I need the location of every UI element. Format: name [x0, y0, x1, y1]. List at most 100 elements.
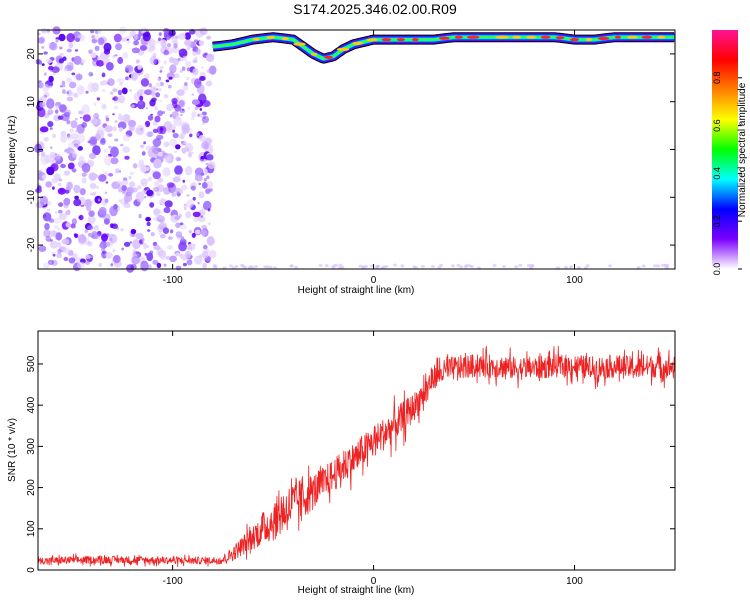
noise-blob: [109, 91, 114, 95]
trace-hotspot: [555, 36, 565, 40]
noise-blob: [137, 185, 142, 190]
noise-blob: [48, 75, 54, 83]
noise-blob: [179, 189, 184, 194]
noise-blob: [186, 199, 194, 209]
noise-blob: [81, 104, 90, 115]
trace-hotspot: [627, 35, 638, 39]
snr-x-ticks: -100 0 100: [163, 331, 583, 587]
noise-blob: [514, 265, 519, 269]
noise-blob: [117, 95, 126, 104]
noise-blob: [77, 146, 83, 151]
noise-blob: [70, 223, 76, 229]
spectrogram-y-ticks: -20 -10 0 10 20: [26, 48, 675, 252]
noise-blob: [58, 202, 64, 208]
noise-blob: [175, 265, 182, 271]
noise-blob: [172, 132, 179, 139]
noise-blob: [111, 223, 118, 229]
noise-blob: [66, 33, 75, 43]
noise-blob: [135, 232, 144, 240]
noise-blob: [66, 135, 73, 141]
noise-blob: [67, 162, 75, 170]
noise-blob: [180, 236, 185, 241]
noise-blob: [197, 201, 200, 205]
noise-blob: [97, 37, 105, 46]
noise-blob: [58, 209, 63, 214]
noise-blob: [563, 265, 568, 269]
noise-blob: [197, 215, 206, 223]
noise-blob: [138, 239, 143, 244]
noise-blob: [90, 117, 98, 125]
noise-blob: [76, 133, 86, 144]
noise-blob: [181, 184, 188, 191]
noise-blob: [66, 181, 73, 190]
noise-blob: [154, 106, 158, 111]
noise-blob: [84, 199, 92, 208]
noise-blob: [198, 182, 201, 186]
noise-blob: [294, 265, 299, 269]
noise-blob: [181, 147, 187, 154]
noise-blob: [92, 145, 101, 156]
noise-blob: [65, 210, 70, 216]
noise-blob: [56, 252, 62, 259]
noise-blob: [175, 222, 181, 229]
noise-blob: [184, 39, 192, 46]
noise-blob: [143, 124, 147, 127]
noise-blob: [38, 245, 47, 252]
noise-blob: [184, 165, 193, 176]
noise-blob: [132, 163, 138, 169]
noise-blob: [187, 245, 193, 251]
noise-blob: [163, 207, 171, 214]
noise-blob: [184, 142, 194, 153]
snr-x-tick-label: -100: [163, 576, 183, 587]
noise-blob: [201, 66, 204, 69]
noise-blob: [62, 84, 66, 88]
noise-blob: [207, 161, 216, 169]
noise-blob: [76, 85, 85, 95]
noise-blob: [104, 125, 113, 133]
noise-blob: [66, 77, 72, 83]
noise-blob: [94, 34, 99, 41]
noise-blob: [492, 264, 497, 267]
noise-blob: [90, 255, 94, 258]
noise-blob: [153, 244, 161, 250]
noise-blob: [55, 109, 59, 114]
noise-blob: [146, 252, 154, 262]
snr-x-tick-label: 0: [371, 576, 377, 587]
snr-series-line: [37, 345, 676, 568]
noise-blob: [179, 222, 184, 226]
colorbar-ticks: 0.0 0.2 0.4 0.6 0.8: [712, 72, 742, 275]
noise-blob: [191, 232, 196, 238]
noise-blob: [88, 172, 97, 181]
noise-blob: [174, 150, 178, 153]
trace-hotspot: [366, 38, 378, 42]
noise-blob: [118, 187, 123, 193]
noise-blob: [45, 235, 51, 242]
noise-blob: [133, 200, 139, 206]
noise-blob: [187, 106, 190, 111]
noise-blob: [43, 137, 49, 142]
noise-blob: [190, 151, 194, 155]
noise-blob: [163, 60, 167, 64]
noise-blob: [166, 103, 174, 111]
noise-blob: [59, 213, 67, 220]
noise-blob: [173, 73, 180, 79]
noise-blob: [105, 181, 109, 184]
noise-blob: [173, 58, 179, 66]
noise-blob: [68, 257, 76, 264]
noise-blob: [107, 82, 110, 85]
noise-blob: [78, 156, 85, 162]
noise-blob: [104, 148, 108, 153]
noise-blob: [136, 89, 143, 97]
noise-blob: [79, 188, 86, 196]
noise-blob: [201, 111, 207, 116]
noise-blob: [175, 144, 181, 150]
noise-blob: [188, 229, 192, 234]
noise-blob: [201, 182, 208, 189]
noise-blob: [159, 66, 164, 70]
noise-blob: [175, 252, 180, 257]
noise-blob: [159, 198, 167, 205]
noise-blob: [129, 241, 132, 244]
noise-blob: [206, 35, 212, 40]
noise-blob: [135, 59, 140, 64]
noise-blob: [125, 76, 129, 81]
